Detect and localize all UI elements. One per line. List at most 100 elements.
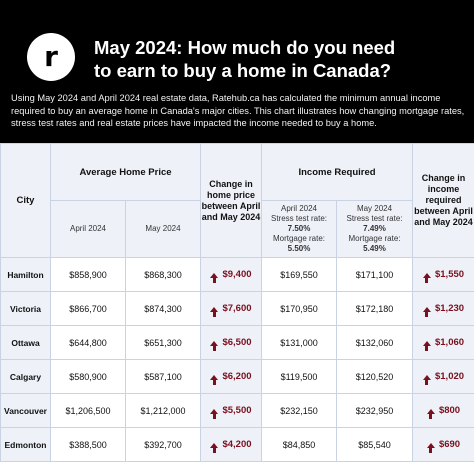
- price-may: $651,300: [126, 326, 201, 360]
- city-name-value: Edmonton: [4, 440, 46, 450]
- price-change: $9,400: [201, 258, 262, 292]
- income-may-value: $120,520: [356, 372, 394, 382]
- city-name: Victoria: [1, 292, 51, 326]
- income-change-value: $690: [439, 439, 460, 450]
- income-change-value: $1,550: [435, 269, 464, 280]
- income-change: $1,020: [413, 360, 474, 394]
- up-arrow-icon: [210, 409, 218, 414]
- price-april: $580,900: [51, 360, 126, 394]
- price-april-value: $858,900: [69, 270, 107, 280]
- price-may: $868,300: [126, 258, 201, 292]
- income-change: $1,550: [413, 258, 474, 292]
- income-april: $119,500: [262, 360, 337, 394]
- price-may: $874,300: [126, 292, 201, 326]
- income-may: $172,180: [337, 292, 413, 326]
- up-arrow-icon: [210, 375, 218, 380]
- price-change-header: Change in home price between April and M…: [201, 144, 262, 258]
- price-may-value: $868,300: [144, 270, 182, 280]
- price-april-value: $580,900: [69, 372, 107, 382]
- income-april-stress-label: Stress test rate:: [271, 214, 327, 223]
- income-may-mortgage-value: 5.49%: [363, 244, 386, 253]
- city-name-value: Ottawa: [11, 338, 39, 348]
- city-name: Calgary: [1, 360, 51, 394]
- city-name-value: Vancouver: [4, 406, 47, 416]
- income-change-header: Change in income required between April …: [413, 144, 474, 258]
- price-may-value: $1,212,000: [140, 406, 185, 416]
- city-name-value: Calgary: [10, 372, 41, 382]
- price-may-value: $874,300: [144, 304, 182, 314]
- table-row: Hamilton$858,900$868,300$9,400$169,550$1…: [1, 258, 474, 292]
- price-may: $392,700: [126, 428, 201, 462]
- table-row: Ottawa$644,800$651,300$6,500$131,000$132…: [1, 326, 474, 360]
- income-may-value: $232,950: [356, 406, 394, 416]
- income-may-value: $85,540: [358, 440, 391, 450]
- table-body: Hamilton$858,900$868,300$9,400$169,550$1…: [1, 258, 474, 462]
- up-arrow-icon: [423, 341, 431, 346]
- income-may-value: $171,100: [356, 270, 394, 280]
- income-april-mortgage-value: 5.50%: [288, 244, 311, 253]
- income-change: $690: [413, 428, 474, 462]
- price-change: $7,600: [201, 292, 262, 326]
- income-change: $1,230: [413, 292, 474, 326]
- city-name-value: Hamilton: [7, 270, 43, 280]
- income-may-label: May 2024: [337, 204, 412, 214]
- price-change: $6,500: [201, 326, 262, 360]
- up-arrow-icon: [210, 341, 218, 346]
- income-april-header: April 2024 Stress test rate: 7.50% Mortg…: [262, 201, 337, 258]
- price-april-value: $866,700: [69, 304, 107, 314]
- income-table-container: City Average Home Price Change in home p…: [0, 143, 474, 462]
- income-may: $120,520: [337, 360, 413, 394]
- price-change-value: $6,500: [222, 337, 251, 348]
- price-may-value: $392,700: [144, 440, 182, 450]
- income-april-value: $84,850: [283, 440, 316, 450]
- income-april-value: $119,500: [281, 372, 318, 382]
- income-april: $131,000: [262, 326, 337, 360]
- price-change-value: $9,400: [222, 269, 251, 280]
- income-may-value: $172,180: [356, 304, 394, 314]
- up-arrow-icon: [210, 273, 218, 278]
- header-banner: r May 2024: How much do you need to earn…: [0, 0, 474, 143]
- income-change-value: $1,020: [435, 371, 464, 382]
- income-may: $132,060: [337, 326, 413, 360]
- up-arrow-icon: [423, 307, 431, 312]
- income-may-stress-value: 7.49%: [363, 224, 386, 233]
- price-april: $858,900: [51, 258, 126, 292]
- price-change-value: $7,600: [222, 303, 251, 314]
- income-may: $232,950: [337, 394, 413, 428]
- price-april: $866,700: [51, 292, 126, 326]
- price-may: $587,100: [126, 360, 201, 394]
- income-april: $232,150: [262, 394, 337, 428]
- income-change-value: $800: [439, 405, 460, 416]
- table-row: Victoria $866,700 $874,300 $7,600 $170,950 $1…: [1, 292, 474, 326]
- income-table: City Average Home Price Change in home p…: [0, 143, 474, 462]
- income-may-header: May 2024 Stress test rate: 7.49% Mortgag…: [337, 201, 413, 258]
- price-april-header: April 2024: [51, 201, 126, 258]
- income-april-value: $170,950: [280, 304, 318, 314]
- income-may-stress-label: Stress test rate:: [346, 214, 402, 223]
- price-april: $388,500: [51, 428, 126, 462]
- table-row: Calgary$580,900$587,100$6,200$119,500$12…: [1, 360, 474, 394]
- income-may-value: $132,060: [356, 338, 394, 348]
- income-change-value: $1,060: [435, 337, 464, 348]
- income-april-mortgage-label: Mortgage rate:: [273, 234, 325, 243]
- city-name: Hamilton: [1, 258, 51, 292]
- income-change-value: $1,230: [435, 303, 464, 314]
- price-april: $1,206,500: [51, 394, 126, 428]
- price-may-header: May 2024: [126, 201, 201, 258]
- price-april-value: $388,500: [69, 440, 107, 450]
- up-arrow-icon: [427, 409, 435, 414]
- price-may-value: $651,300: [144, 338, 182, 348]
- table-row: Edmonton$388,500$392,700$4,200$84,850$85…: [1, 428, 474, 462]
- income-change: $1,060: [413, 326, 474, 360]
- income-april: $84,850: [262, 428, 337, 462]
- price-may-value: $587,100: [144, 372, 182, 382]
- income-change: $800: [413, 394, 474, 428]
- income-required-header: Income Required: [262, 144, 413, 201]
- city-name: Edmonton: [1, 428, 51, 462]
- city-name: Ottawa: [1, 326, 51, 360]
- income-april-stress-value: 7.50%: [288, 224, 311, 233]
- price-change-value: $5,500: [222, 405, 251, 416]
- income-april-value: $131,000: [280, 338, 318, 348]
- page-title: May 2024: How much do you need to earn t…: [94, 36, 454, 82]
- income-april-value: $232,150: [280, 406, 318, 416]
